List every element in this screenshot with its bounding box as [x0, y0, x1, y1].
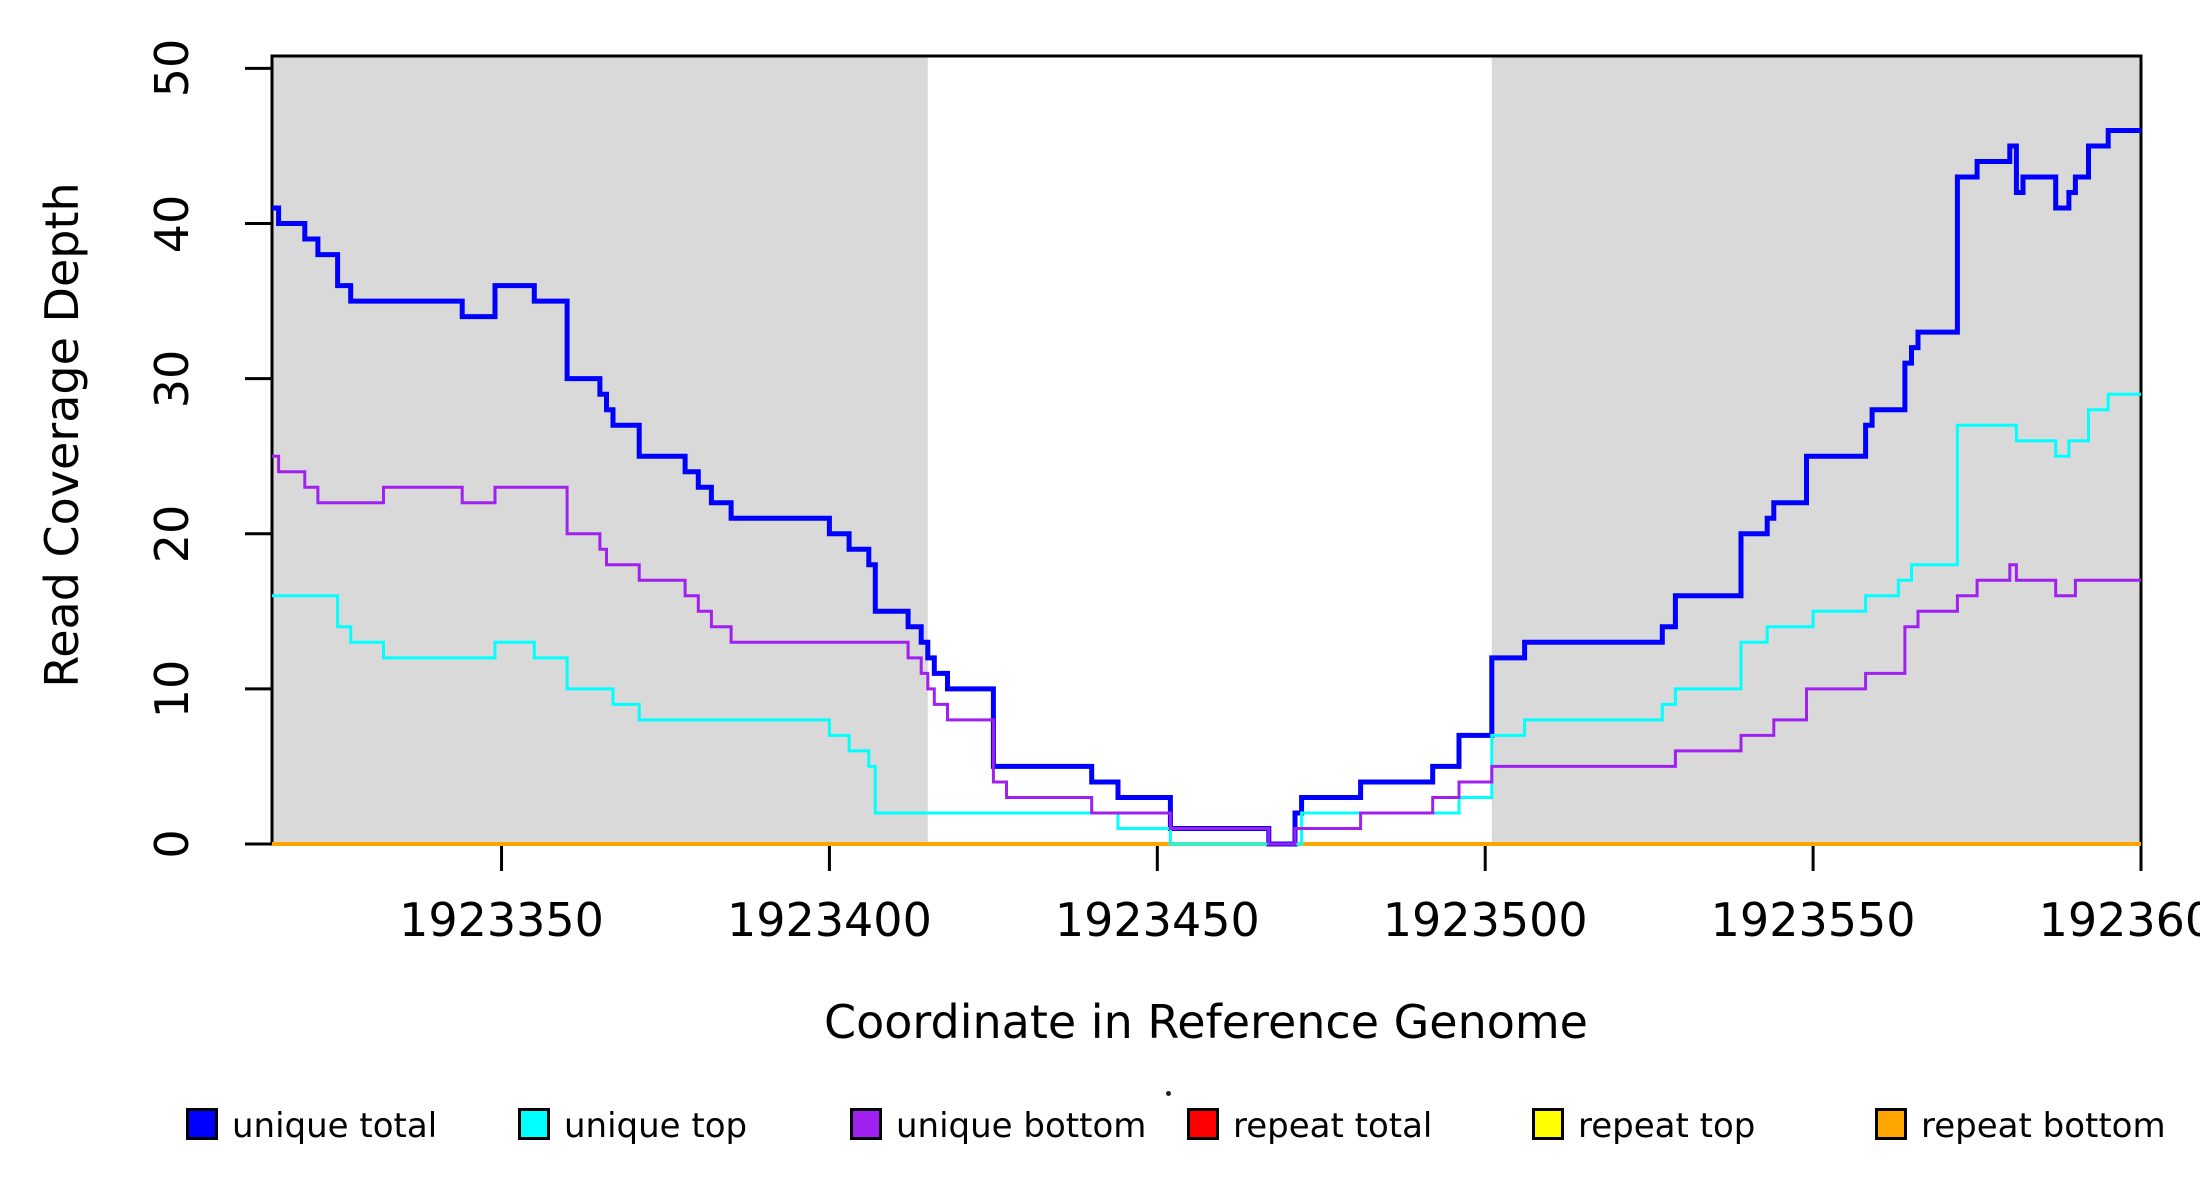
y-axis-title: Read Coverage Depth — [35, 182, 89, 688]
legend-label: unique bottom — [896, 1106, 1147, 1146]
x-tick-label: 1923400 — [726, 893, 932, 947]
legend-swatch — [186, 1108, 218, 1140]
x-tick-label: 1923500 — [1382, 893, 1588, 947]
legend-label: unique total — [232, 1106, 438, 1146]
series-line-unique-bottom — [272, 454, 2141, 846]
legend-label: repeat top — [1578, 1106, 1756, 1146]
repeat-region-shading — [272, 56, 2141, 844]
series-line-unique-top — [272, 392, 2141, 846]
shaded-region — [272, 56, 928, 844]
legend-label: repeat bottom — [1921, 1106, 2166, 1146]
legend-swatch — [1532, 1108, 1564, 1140]
axis-ticks — [245, 66, 2143, 871]
legend-label: unique top — [564, 1106, 748, 1146]
legend-swatch — [1875, 1108, 1907, 1140]
legend-label: repeat total — [1233, 1106, 1433, 1146]
y-tick-label: 50 — [145, 39, 199, 98]
legend-swatch — [518, 1108, 550, 1140]
shaded-region — [1491, 56, 2141, 844]
stray-mark — [1166, 1091, 1171, 1096]
legend-swatch — [850, 1108, 882, 1140]
coverage-step-lines — [272, 128, 2141, 847]
x-tick-label: 1923450 — [1054, 893, 1260, 947]
x-axis-title: Coordinate in Reference Genome — [824, 995, 1588, 1049]
x-tick-label: 1923350 — [399, 893, 604, 947]
x-tick-label: 1923550 — [1710, 893, 1916, 947]
legend-swatch — [1187, 1108, 1219, 1140]
